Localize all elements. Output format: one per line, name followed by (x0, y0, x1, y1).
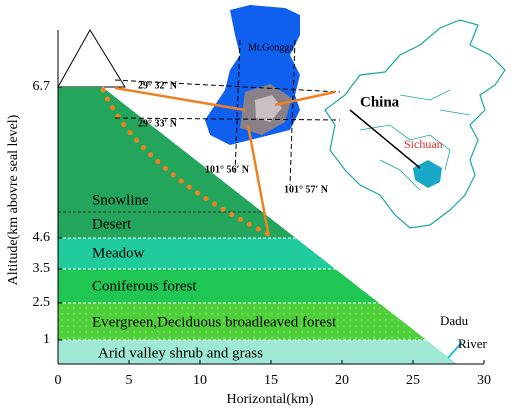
river-mark (447, 341, 463, 359)
zone-label: Snowline (92, 192, 149, 208)
zone-label: Desert (92, 216, 132, 232)
lon-label: 101° 56′ N (205, 164, 250, 175)
zone-label: Evergreen,Deciduous broadleaved forest (92, 314, 337, 330)
peak-label: Mt.Gongga (248, 42, 294, 53)
y-tick-label: 1 (43, 332, 50, 347)
x-axis-label: Horizontal(km) (226, 392, 313, 407)
pointer-line (246, 124, 270, 233)
province-borders (359, 89, 471, 191)
terrain-highlight (255, 95, 282, 122)
country-label: China (360, 94, 400, 110)
x-tick-label: 0 (55, 373, 62, 388)
sichuan-region (413, 160, 442, 188)
arid-band (58, 340, 458, 364)
slope-edge (102, 86, 459, 365)
zone-label: Meadow (92, 245, 145, 261)
x-tick-label: 10 (193, 373, 207, 388)
snow-cap (57, 29, 126, 88)
zone-label: Arid valley shrub and grass (98, 345, 263, 361)
pointer-line (114, 86, 246, 112)
x-tick-label: 15 (264, 373, 278, 388)
lon-label: 101° 57′ N (284, 184, 329, 195)
zone-label: Coniferous forest (92, 278, 197, 294)
river-label: Dadu (440, 313, 469, 328)
lat-label: 29° 32′ N (138, 80, 178, 91)
province-label: Sichuan (404, 137, 443, 151)
x-tick-label: 30 (477, 373, 491, 388)
y-tick-label: 3.5 (33, 261, 51, 276)
y-tick-label: 2.5 (33, 295, 51, 310)
x-tick-label: 20 (335, 373, 349, 388)
china-outline (324, 19, 506, 229)
lat-line (114, 117, 341, 121)
pointer-line (274, 90, 336, 107)
snowline-trace (100, 87, 271, 237)
y-axis-label: Altitude(km abovre seal level) (6, 114, 21, 285)
lon-line (289, 39, 296, 186)
x-tick-label: 25 (406, 373, 420, 388)
lat-line (114, 79, 341, 93)
river-label: River (458, 336, 488, 351)
china-pointer (349, 109, 421, 169)
x-tick-label: 5 (126, 373, 133, 388)
y-tick-label: 4.6 (33, 230, 51, 245)
lat-label: 29° 33′ N (138, 118, 178, 129)
y-tick-label: 6.7 (33, 79, 51, 94)
